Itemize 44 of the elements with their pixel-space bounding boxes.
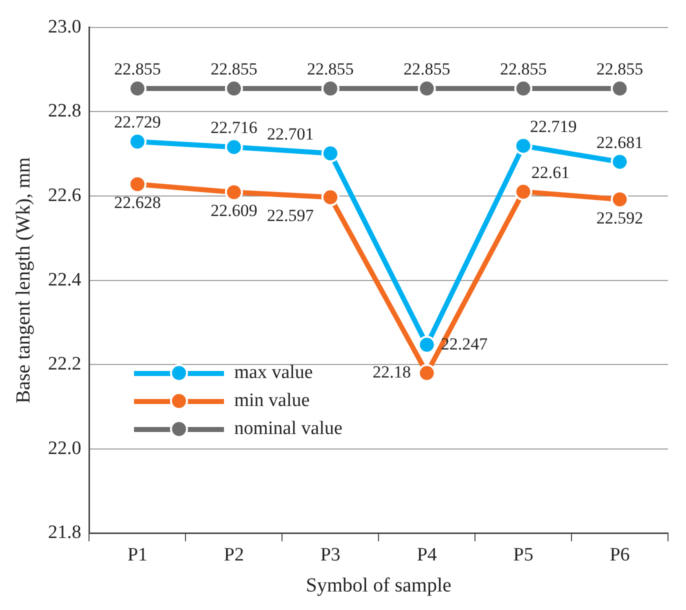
data-label: 22.719 bbox=[530, 116, 577, 136]
y-axis-title: Base tangent length (Wk), mm bbox=[12, 156, 34, 404]
x-tick-label: P4 bbox=[416, 544, 438, 566]
point bbox=[514, 136, 532, 155]
y-tick-label: 22.4 bbox=[48, 269, 82, 290]
data-label: 22.681 bbox=[596, 132, 644, 152]
point bbox=[321, 188, 340, 206]
data-label: 22.18 bbox=[372, 362, 411, 382]
y-tick-label: 21.8 bbox=[48, 522, 82, 544]
point bbox=[610, 152, 629, 171]
point bbox=[514, 182, 532, 201]
data-label: 22.855 bbox=[114, 59, 161, 78]
x-tick-label: P1 bbox=[127, 544, 148, 566]
data-label: 22.855 bbox=[596, 59, 644, 78]
data-label: 22.597 bbox=[267, 206, 314, 226]
x-tick-label: P2 bbox=[224, 544, 244, 566]
y-tick-label: 22.8 bbox=[48, 100, 82, 122]
y-tick-label: 23.0 bbox=[48, 16, 82, 38]
point bbox=[321, 144, 340, 162]
data-label: 22.855 bbox=[403, 59, 450, 78]
data-label: 22.701 bbox=[267, 124, 314, 144]
point bbox=[610, 190, 629, 208]
point bbox=[418, 336, 436, 354]
point bbox=[224, 183, 243, 202]
point bbox=[224, 138, 243, 156]
legend-label: min value bbox=[234, 390, 310, 412]
x-axis-title: Symbol of sample bbox=[306, 574, 452, 596]
data-label: 22.729 bbox=[114, 112, 161, 132]
y-tick-label: 22.2 bbox=[48, 354, 82, 375]
data-label: 22.855 bbox=[210, 59, 258, 78]
x-tick-label: P3 bbox=[320, 544, 340, 566]
data-label: 22.609 bbox=[210, 201, 258, 220]
legend-label: nominal value bbox=[234, 418, 342, 440]
x-tick-label: P5 bbox=[513, 544, 534, 566]
data-label: 22.855 bbox=[307, 59, 354, 78]
data-label: 22.61 bbox=[531, 162, 570, 182]
x-tick-label: P6 bbox=[610, 544, 630, 566]
data-label: 22.628 bbox=[114, 193, 161, 212]
data-label: 22.855 bbox=[500, 59, 547, 78]
data-label: 22.592 bbox=[596, 208, 644, 228]
y-tick-label: 22.0 bbox=[48, 438, 82, 459]
y-tick-label: 22.6 bbox=[48, 184, 82, 206]
data-label: 22.716 bbox=[210, 118, 258, 138]
legend-label: max value bbox=[234, 362, 313, 384]
